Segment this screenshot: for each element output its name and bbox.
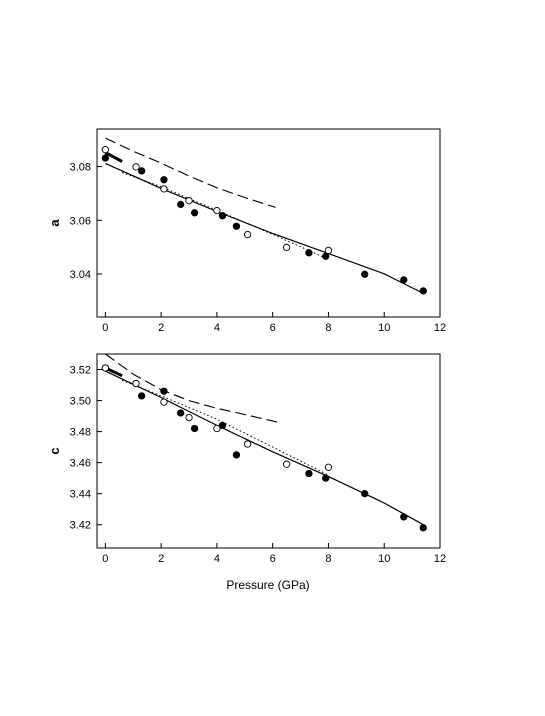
data-point-filled [232,451,241,459]
data-point-open [243,440,252,448]
x-tick-label: 12 [434,322,446,334]
data-point-open [213,206,221,215]
data-point-open [132,379,140,388]
data-point-open [185,413,193,422]
fit-line-thick-solid [104,151,123,163]
data-point-filled [218,212,227,220]
y-tick-label: 3.46 [70,458,91,470]
fit-line-dashed [105,137,276,208]
fit-line-dashed [105,353,279,423]
data-point-open [282,243,291,252]
y-tick-label: 3.44 [70,489,91,501]
y-tick-label: 3.42 [70,520,91,532]
data-point-filled [137,392,146,400]
data-point-open [213,424,221,433]
data-point-open [324,246,333,255]
panel-a: 0 2 4 6 8 10 12 3.04 3.06 3.08 a [47,128,447,334]
data-point-open [101,364,110,372]
x-tick-label: 12 [434,553,446,565]
data-point-open [101,146,110,154]
data-point-filled [101,154,110,162]
y-axis-label-a: a [47,219,62,227]
data-point-filled [305,469,313,478]
x-tick-label: 6 [270,322,276,334]
data-point-filled [400,513,408,521]
y-tick-label: 3.08 [70,162,91,174]
data-point-filled [177,409,185,417]
y-axis-label-c: c [47,447,62,454]
x-tick-label: 10 [378,322,390,334]
data-point-filled [160,387,168,395]
x-axis-title: Pressure (GPa) [226,578,309,592]
data-point-filled [361,270,369,278]
data-point-filled [322,252,330,260]
data-point-filled [361,490,369,498]
y-tick-label: 3.48 [70,427,91,439]
data-point-open [132,163,140,171]
x-tick-label: 8 [325,553,331,565]
y-tick-label: 3.50 [70,396,91,408]
y-tick-label: 3.52 [70,365,91,377]
data-point-filled [190,209,199,217]
data-point-open [185,197,193,205]
plot-frame-a [96,128,441,318]
x-tick-label: 4 [214,322,220,334]
data-point-open [160,185,168,193]
x-tick-label: 2 [158,553,164,565]
data-point-filled [190,424,199,433]
x-tick-label: 0 [102,553,108,565]
axis-ticks-a: 0 2 4 6 8 10 12 3.04 3.06 3.08 [70,162,447,334]
series-layer-c [101,353,427,532]
x-tick-label: 8 [325,322,331,334]
data-point-filled [232,222,241,230]
data-point-open [282,460,291,468]
x-tick-label: 0 [102,322,108,334]
x-tick-label: 10 [378,553,390,565]
data-point-open [160,398,168,406]
data-point-open [324,463,333,471]
axis-ticks-c: 0 2 4 6 8 10 12 3.42 3.44 3.46 3.48 3.50 3.52 [70,365,447,565]
panel-c: 0 2 4 6 8 10 12 3.42 3.44 3.46 3.48 3.50 3.52 c Pres… [47,353,447,592]
fit-line-solid [105,370,424,526]
y-tick-label: 3.04 [70,269,91,281]
y-tick-label: 3.06 [70,215,91,227]
plot-frame-c [96,353,441,549]
data-point-filled [419,287,427,295]
series-layer-a [101,137,427,295]
x-tick-label: 4 [214,553,220,565]
data-point-filled [160,176,168,184]
x-tick-label: 6 [270,553,276,565]
data-point-filled [177,200,185,209]
data-point-filled [305,249,313,257]
data-point-filled [137,167,146,175]
data-point-open [243,230,252,239]
data-point-filled [419,524,427,532]
data-point-filled [322,474,330,482]
x-tick-label: 2 [158,322,164,334]
data-point-filled [400,276,408,284]
data-point-filled [218,421,227,430]
